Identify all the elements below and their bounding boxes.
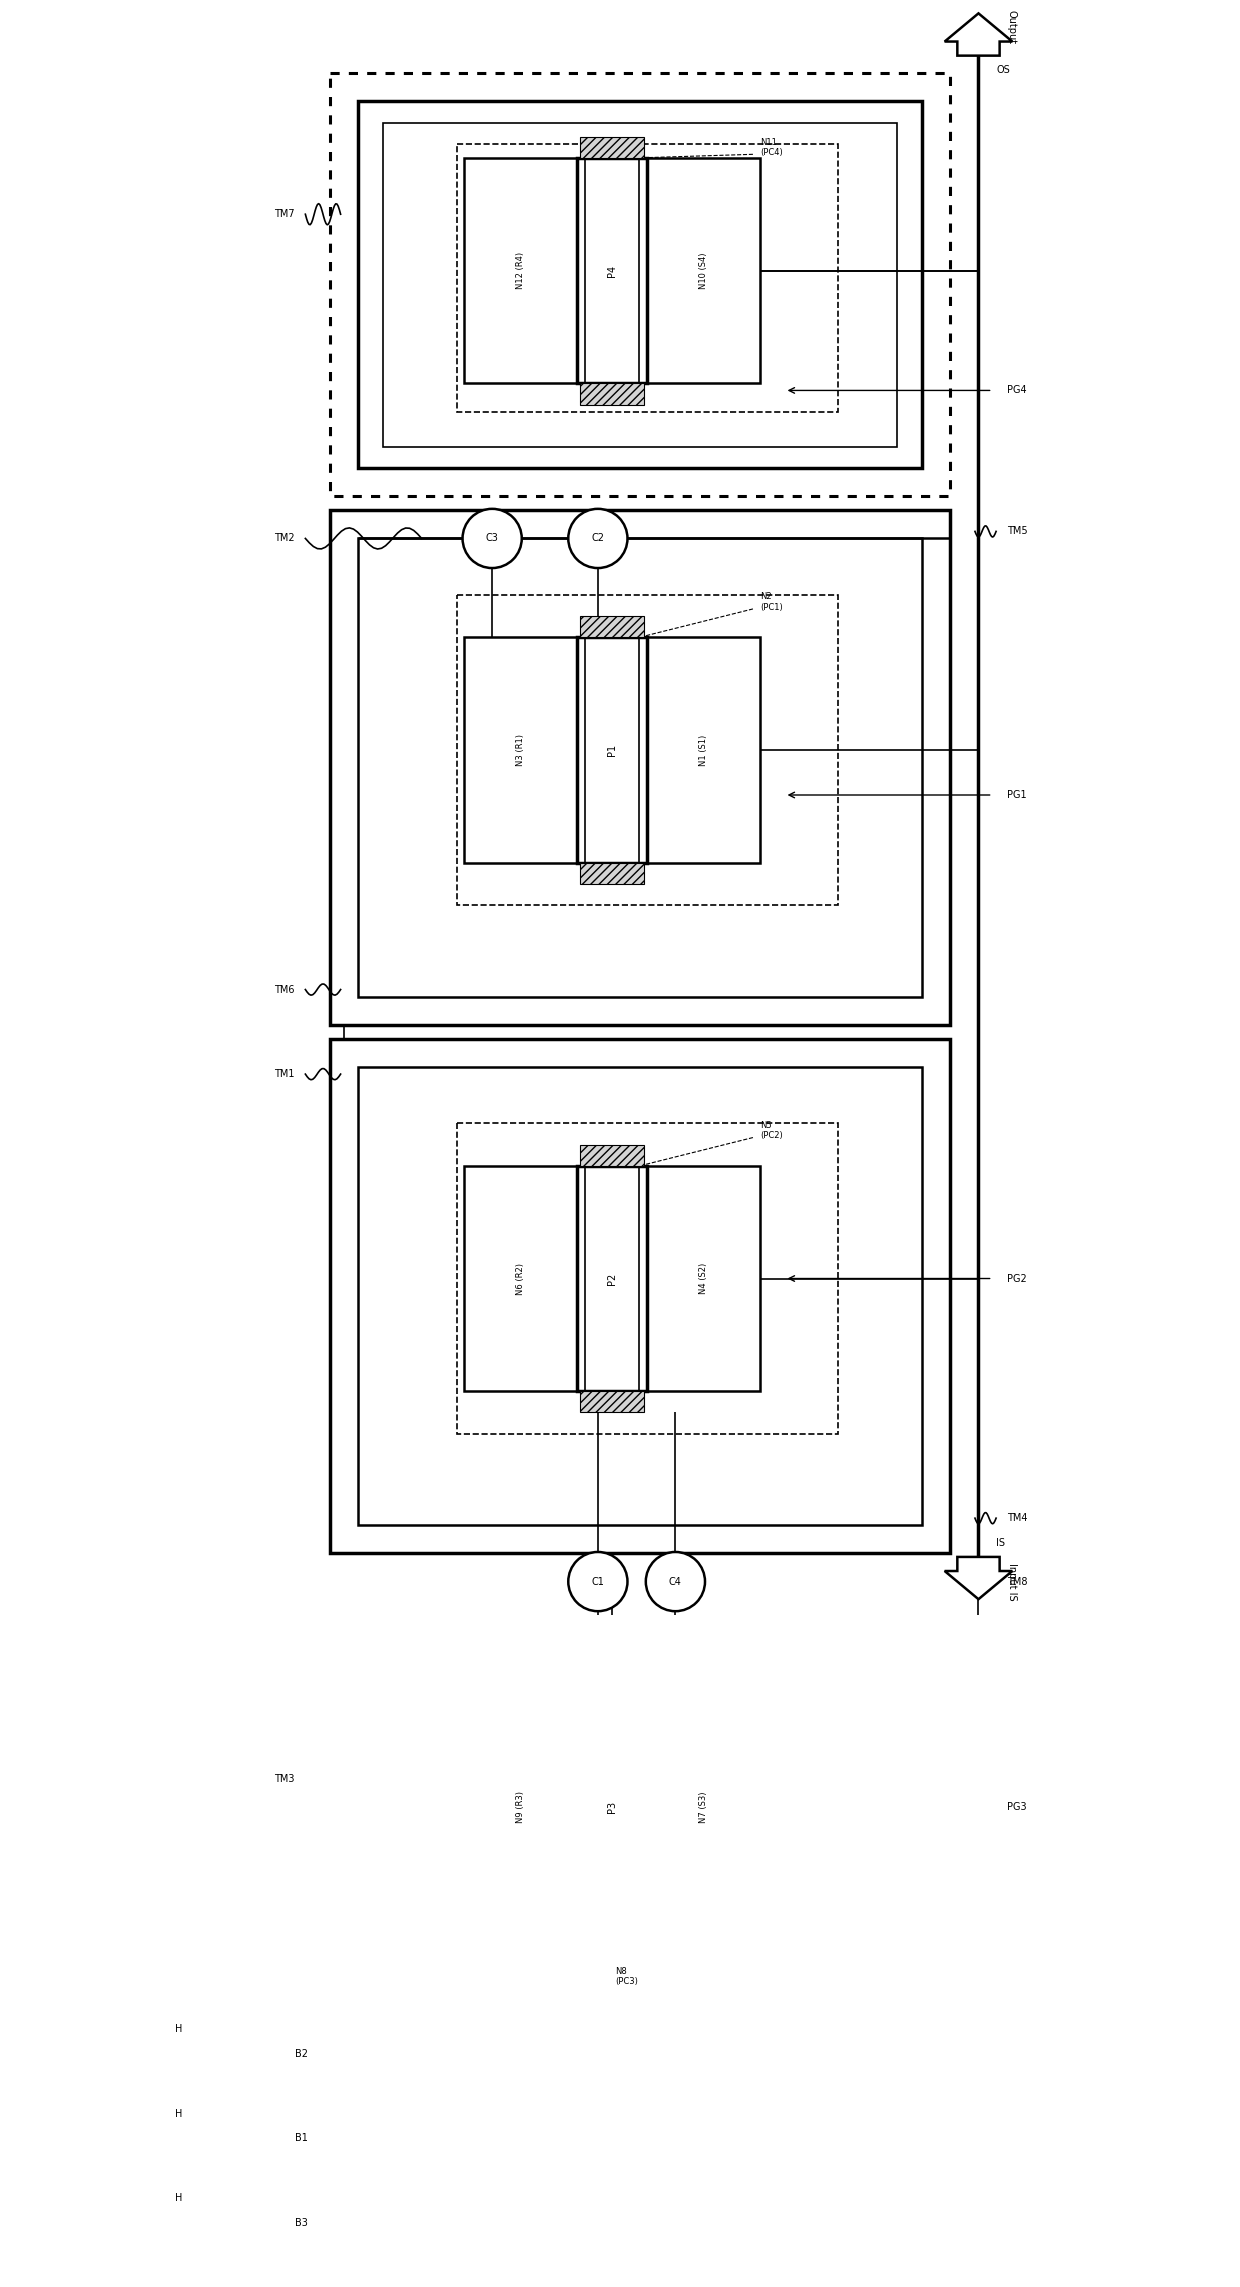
Text: H: H [175,2109,182,2118]
Text: N1 (S1): N1 (S1) [699,734,708,766]
Bar [464,158,577,384]
Text: P1: P1 [606,743,618,757]
Bar [647,1166,760,1390]
Bar [647,158,760,384]
Text: N3 (R1): N3 (R1) [516,734,525,766]
Text: PG4: PG4 [1007,387,1027,396]
Text: P4: P4 [606,265,618,277]
Circle shape [646,1553,706,1610]
Text: B1: B1 [295,2134,309,2143]
Text: PG2: PG2 [1007,1274,1027,1283]
Text: N7 (S3): N7 (S3) [699,1791,708,1823]
Text: N12 (R4): N12 (R4) [516,252,525,288]
Bar [383,123,898,446]
Bar [585,638,639,862]
Bar [647,638,760,862]
Bar [358,101,923,469]
Bar [580,1898,644,1919]
Text: C4: C4 [668,1576,682,1587]
Text: N4 (S2): N4 (S2) [699,1262,708,1294]
Text: TM6: TM6 [274,983,294,995]
Text: TM4: TM4 [1007,1514,1027,1523]
Text: TM8: TM8 [1007,1576,1027,1587]
Bar [647,1715,760,1898]
Bar [577,638,647,862]
Bar [330,510,950,1025]
Bar [456,144,837,412]
Text: P3: P3 [606,1802,618,1814]
Text: PG1: PG1 [1007,789,1027,800]
Bar [358,1068,923,1525]
Bar [580,137,644,158]
Polygon shape [945,14,1012,55]
Text: N5
(PC2): N5 (PC2) [760,1121,782,1141]
Text: C1: C1 [591,1576,604,1587]
Bar [330,1038,950,1553]
Text: B3: B3 [295,2218,309,2228]
Text: N8
(PC3): N8 (PC3) [615,1967,639,1985]
Bar [464,1715,577,1898]
Bar [585,158,639,384]
Text: N6 (R2): N6 (R2) [516,1262,525,1294]
Text: TM7: TM7 [274,208,295,220]
Text: Output: Output [1007,11,1017,43]
Text: Input IS: Input IS [1007,1562,1017,1601]
Circle shape [274,2026,330,2081]
Bar [577,1166,647,1390]
Bar [580,384,644,405]
Text: H: H [175,2193,182,2202]
Bar [580,1144,644,1166]
Bar [358,537,923,997]
Bar [580,862,644,883]
Text: TM3: TM3 [274,1775,294,1784]
Bar [358,1658,923,1969]
Bar [585,1715,639,1898]
Bar [464,1166,577,1390]
Text: B2: B2 [295,2049,309,2058]
Bar [330,73,950,496]
Text: TM5: TM5 [1007,526,1027,537]
Bar [456,595,837,906]
Text: H: H [175,2024,182,2033]
Circle shape [568,1553,627,1610]
Bar [464,638,577,862]
Text: N11
(PC4): N11 (PC4) [760,137,782,158]
Circle shape [568,508,627,567]
Text: P2: P2 [606,1272,618,1285]
Bar [580,615,644,638]
Text: C3: C3 [486,533,498,544]
Bar [577,158,647,384]
Text: OS: OS [996,64,1009,75]
Bar [330,1637,950,1990]
Bar [580,1695,644,1715]
Bar [577,1715,647,1898]
Circle shape [274,2111,330,2166]
Bar [585,1166,639,1390]
Bar [580,1390,644,1413]
Bar [456,1681,837,1949]
Circle shape [274,2196,330,2250]
Text: TM2: TM2 [274,533,295,544]
Bar [456,1123,837,1434]
Text: C2: C2 [591,533,604,544]
Text: N10 (S4): N10 (S4) [699,252,708,288]
Text: N2
(PC1): N2 (PC1) [760,592,782,611]
Text: IS: IS [996,1537,1006,1548]
Polygon shape [945,1557,1012,1599]
Text: TM1: TM1 [274,1068,294,1079]
Text: N9 (R3): N9 (R3) [516,1791,525,1823]
Circle shape [463,508,522,567]
Text: PG3: PG3 [1007,1802,1027,1811]
